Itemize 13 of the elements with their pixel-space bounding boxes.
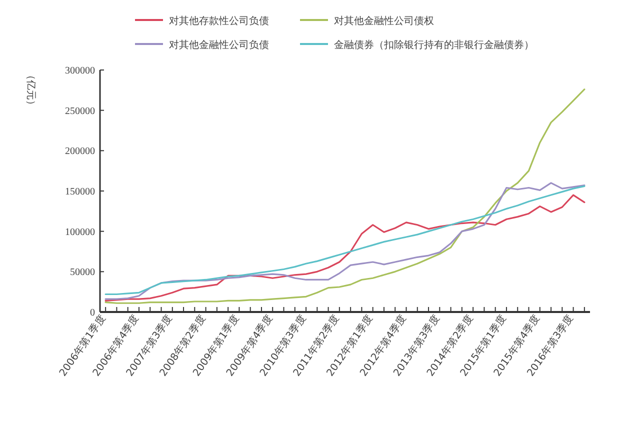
legend-label: 对其他金融性公司负债 (169, 39, 269, 51)
y-tick-label: 50000 (70, 267, 95, 278)
y-tick-label: 200000 (65, 146, 95, 158)
line-series (104, 88, 586, 304)
legend-label: 金融债券（扣除银行持有的非银行金融债券） (334, 39, 534, 51)
y-tick-label: 100000 (65, 226, 95, 238)
y-axis-title: （亿元） (25, 70, 36, 110)
y-tick-label: 300000 (65, 66, 95, 76)
y-tick-label: 0 (90, 308, 95, 318)
y-tick-label: 250000 (65, 106, 95, 117)
legend-label: 对其他存款性公司负债 (169, 15, 269, 27)
legend-label: 对其他金融性公司债权 (334, 15, 434, 27)
y-tick-label: 150000 (65, 186, 95, 198)
